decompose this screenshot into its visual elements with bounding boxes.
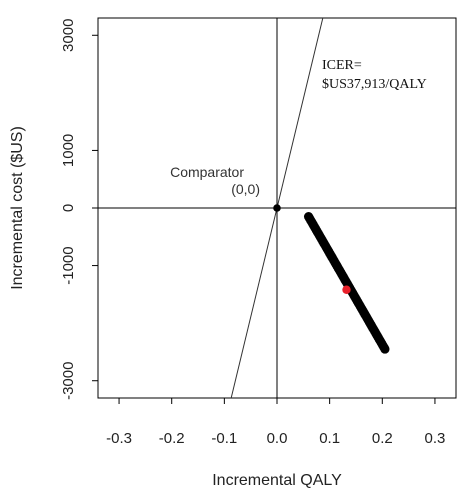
y-axis: -3000 -1000 0 1000 3000 bbox=[60, 19, 98, 400]
y-tick-label: 1000 bbox=[60, 134, 77, 167]
x-tick-label: 0.2 bbox=[372, 430, 393, 447]
x-axis: -0.3 -0.2 -0.1 0.0 0.1 0.2 0.3 bbox=[106, 398, 445, 447]
y-tick-label: 0 bbox=[60, 204, 77, 212]
x-tick-label: 0.0 bbox=[267, 430, 288, 447]
y-tick-label: -3000 bbox=[60, 362, 77, 400]
y-tick-label: 3000 bbox=[60, 19, 77, 52]
comparator-label-line2: (0,0) bbox=[231, 181, 260, 197]
icer-label-line1: ICER= bbox=[322, 58, 362, 73]
y-tick-label: -1000 bbox=[60, 246, 77, 284]
simulation-point bbox=[380, 344, 390, 354]
icer-label-line2: $US37,913/QALY bbox=[322, 77, 427, 92]
x-tick-label: -0.1 bbox=[211, 430, 237, 447]
comparator-label-line1: Comparator bbox=[170, 164, 244, 180]
point-estimate-marker bbox=[342, 285, 351, 294]
x-tick-label: 0.1 bbox=[319, 430, 340, 447]
x-tick-label: 0.3 bbox=[425, 430, 446, 447]
comparator-point bbox=[273, 204, 281, 212]
data-points bbox=[273, 204, 390, 354]
x-axis-title: Incremental QALY bbox=[212, 472, 342, 489]
x-tick-label: -0.2 bbox=[159, 430, 185, 447]
x-tick-label: -0.3 bbox=[106, 430, 132, 447]
y-axis-title: Incremental cost ($US) bbox=[9, 126, 26, 290]
